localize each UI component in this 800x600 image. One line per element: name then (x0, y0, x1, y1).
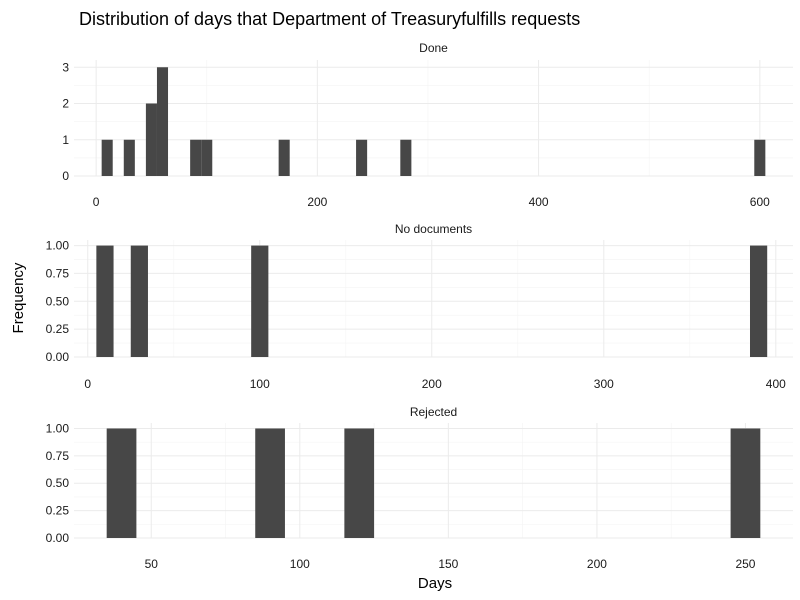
x-tick-label: 150 (438, 557, 458, 571)
x-tick-label: 200 (307, 195, 327, 209)
x-tick-label: 250 (735, 557, 755, 571)
y-tick-label: 0.75 (46, 449, 70, 463)
y-tick-label: 0.00 (46, 350, 70, 364)
histogram-bar (255, 428, 285, 538)
facet-title: No documents (395, 222, 472, 236)
y-tick-label: 0.50 (46, 294, 70, 308)
y-tick-label: 0.25 (46, 504, 70, 518)
y-tick-label: 1.00 (46, 421, 70, 435)
x-tick-label: 0 (93, 195, 100, 209)
x-tick-label: 400 (766, 377, 786, 391)
x-tick-label: 100 (290, 557, 310, 571)
y-tick-label: 3 (62, 60, 69, 74)
histogram-bar (201, 139, 213, 176)
y-tick-label: 0.75 (46, 266, 70, 280)
x-tick-label: 200 (422, 377, 442, 391)
y-axis-label: Frequency (10, 262, 27, 333)
histogram-bar (130, 245, 148, 357)
histogram-bar (96, 245, 114, 357)
x-tick-label: 200 (587, 557, 607, 571)
x-tick-label: 400 (529, 195, 549, 209)
y-tick-label: 1.00 (46, 239, 70, 253)
histogram-bar (123, 139, 135, 176)
x-tick-label: 600 (750, 195, 770, 209)
chart-title: Distribution of days that Department of … (79, 9, 580, 29)
histogram-bar (190, 139, 202, 176)
y-tick-label: 2 (62, 97, 69, 111)
y-tick-label: 0.50 (46, 476, 70, 490)
facet-title: Done (419, 41, 448, 55)
histogram-bar (251, 245, 269, 357)
facet-2: Rejected 50 100 150 200 250 0.00 0.25 0.50 0.75 1.… (46, 405, 793, 571)
facets-layer: Done 0 200 400 600 0 1 2 3 No documents 0 100 200 300… (46, 41, 793, 571)
y-tick-label: 0.00 (46, 531, 70, 545)
y-tick-label: 0.25 (46, 322, 70, 336)
histogram-bar (356, 139, 368, 176)
histogram-bar (278, 139, 290, 176)
y-tick-label: 0 (62, 169, 69, 183)
histogram-bar (106, 428, 137, 538)
x-tick-label: 300 (594, 377, 614, 391)
x-tick-label: 50 (145, 557, 159, 571)
histogram-bar (400, 139, 412, 176)
histogram-bar (156, 67, 169, 176)
y-tick-label: 1 (62, 133, 69, 147)
x-tick-label: 0 (84, 377, 91, 391)
x-axis-label: Days (418, 575, 452, 592)
histogram-bar (754, 139, 766, 176)
histogram-bar (730, 428, 761, 538)
histogram-bar (145, 103, 157, 176)
histogram-bar (101, 139, 113, 176)
x-tick-label: 100 (250, 377, 270, 391)
facet-0: Done 0 200 400 600 0 1 2 3 (62, 41, 793, 209)
facet-title: Rejected (410, 405, 457, 419)
histogram-bar (749, 245, 768, 357)
histogram-bar (344, 428, 375, 538)
facet-1: No documents 0 100 200 300 400 0.00 0.25 0.50 0.7… (46, 222, 793, 391)
